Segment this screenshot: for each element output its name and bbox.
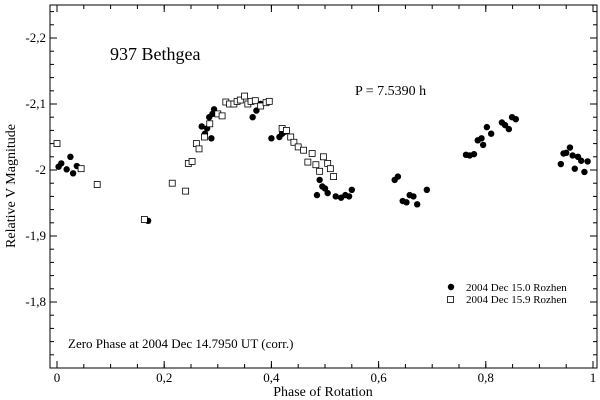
data-point-series-1	[563, 149, 570, 157]
data-point-series-1	[58, 160, 65, 167]
data-point-series-1	[394, 173, 402, 180]
x-tick-label: 0,4	[263, 370, 280, 385]
data-point-series-1	[198, 123, 205, 130]
x-tick-label: 0,6	[370, 370, 387, 385]
data-point-series-2	[241, 92, 249, 100]
data-point-series-1	[348, 186, 355, 193]
data-point-series-1	[313, 191, 321, 199]
data-point-series-1	[479, 141, 487, 149]
y-tick-label: -2	[35, 162, 46, 177]
data-point-series-2	[206, 120, 214, 128]
data-point-series-2	[182, 187, 190, 195]
data-point-series-2	[316, 167, 324, 175]
data-point-series-1	[423, 186, 431, 193]
data-points	[53, 92, 591, 225]
data-point-series-1	[505, 125, 513, 133]
axis-ticks	[50, 5, 597, 369]
y-tick-label: -2,1	[25, 96, 46, 111]
data-point-series-2	[236, 96, 244, 104]
data-point-series-1	[410, 193, 417, 200]
x-tick-label: 1	[590, 370, 597, 385]
data-point-series-2	[304, 158, 312, 166]
data-point-series-1	[413, 201, 421, 208]
data-point-series-2	[330, 173, 337, 181]
data-point-series-1	[569, 152, 576, 159]
data-point-series-1	[249, 114, 256, 121]
data-point-series-2	[93, 181, 101, 188]
data-point-series-2	[265, 97, 273, 105]
data-point-series-1	[208, 135, 215, 142]
data-point-series-2	[312, 161, 320, 169]
y-tick-label: -2,2	[25, 30, 46, 45]
data-point-series-2	[168, 179, 176, 187]
x-tick-label: 0,2	[156, 370, 172, 385]
legend-label-series-1: 2004 Dec 15.0 Rozhen	[466, 282, 567, 294]
data-point-series-2	[290, 138, 298, 146]
y-tick-label: -1,9	[25, 228, 46, 243]
data-point-series-2	[300, 146, 307, 154]
data-point-series-2	[195, 145, 203, 153]
data-point-series-1	[512, 115, 520, 123]
data-point-series-1	[566, 144, 574, 151]
data-point-series-1	[581, 168, 588, 176]
data-point-series-1	[487, 130, 495, 137]
data-point-series-2	[319, 153, 327, 161]
data-point-series-1	[557, 160, 565, 168]
data-point-series-2	[77, 165, 85, 173]
data-point-series-2	[200, 133, 208, 141]
data-point-series-1	[345, 193, 353, 200]
data-point-series-1	[324, 189, 331, 197]
data-point-series-2	[326, 165, 334, 173]
legend: 2004 Dec 15.0 Rozhen 2004 Dec 15.9 Rozhe…	[447, 282, 567, 306]
data-point-series-1	[578, 157, 585, 164]
data-point-series-1	[332, 193, 339, 200]
zero-phase-note: Zero Phase at 2004 Dec 14.7950 UT (corr.…	[68, 336, 293, 351]
legend-marker-open-square	[447, 296, 454, 303]
data-point-series-1	[470, 150, 478, 158]
data-point-series-2	[218, 112, 226, 120]
chart-title: 937 Bethgea	[110, 44, 200, 64]
data-point-series-2	[308, 150, 316, 157]
data-point-series-1	[321, 185, 329, 192]
period-label: P = 7.5390 h	[355, 84, 426, 99]
data-point-series-1	[268, 135, 275, 142]
x-axis-label: Phase of Rotation	[273, 385, 373, 400]
legend-label-series-2: 2004 Dec 15.9 Rozhen	[466, 294, 567, 306]
data-point-series-2	[188, 158, 196, 165]
plot-frame	[49, 4, 598, 369]
data-point-series-1	[571, 165, 578, 172]
y-axis-label: Relative V Magnitude	[4, 124, 19, 248]
data-point-series-2	[140, 216, 148, 223]
data-point-series-2	[283, 127, 290, 134]
data-point-series-1	[316, 176, 323, 184]
data-point-series-2	[251, 97, 259, 105]
data-point-series-2	[53, 140, 61, 148]
x-tick-label: 0	[54, 370, 61, 385]
data-point-series-1	[403, 199, 410, 206]
y-tick-label: -1,8	[25, 294, 46, 309]
data-point-series-1	[67, 153, 74, 160]
axis-tick-labels: 0 0,2 0,4 0,6 0,8 1 -1,8 -1,9 -2 -2,1 -2,2	[25, 30, 596, 385]
data-point-series-1	[478, 135, 485, 142]
data-point-series-1	[69, 170, 77, 177]
data-point-series-1	[483, 123, 491, 131]
legend-marker-filled-circle	[447, 283, 455, 291]
data-point-series-1	[63, 166, 70, 173]
x-tick-label: 0,8	[478, 370, 494, 385]
data-point-series-1	[584, 158, 591, 165]
